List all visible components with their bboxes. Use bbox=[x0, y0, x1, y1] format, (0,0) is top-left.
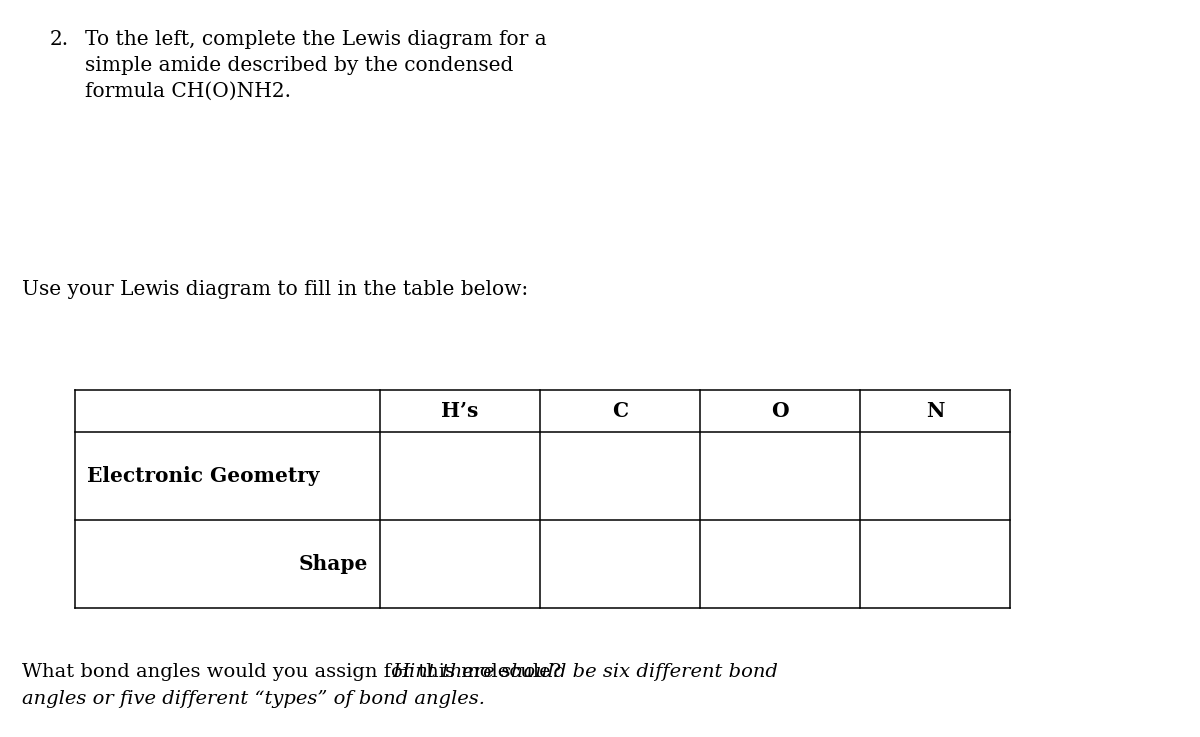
Text: angles or five different “types” of bond angles.: angles or five different “types” of bond… bbox=[22, 690, 485, 708]
Text: C: C bbox=[612, 401, 628, 421]
Text: Shape: Shape bbox=[299, 554, 368, 574]
Text: Hint there should be six different bond: Hint there should be six different bond bbox=[392, 663, 778, 681]
Text: simple amide described by the condensed: simple amide described by the condensed bbox=[85, 56, 514, 75]
Text: H’s: H’s bbox=[442, 401, 479, 421]
Text: N: N bbox=[926, 401, 944, 421]
Text: Electronic Geometry: Electronic Geometry bbox=[88, 466, 319, 486]
Text: 2.: 2. bbox=[50, 30, 70, 49]
Text: To the left, complete the Lewis diagram for a: To the left, complete the Lewis diagram … bbox=[85, 30, 547, 49]
Text: What bond angles would you assign for this molecule?: What bond angles would you assign for th… bbox=[22, 663, 577, 681]
Text: formula CH(O)NH2.: formula CH(O)NH2. bbox=[85, 82, 292, 101]
Text: O: O bbox=[772, 401, 788, 421]
Text: Use your Lewis diagram to fill in the table below:: Use your Lewis diagram to fill in the ta… bbox=[22, 280, 528, 299]
